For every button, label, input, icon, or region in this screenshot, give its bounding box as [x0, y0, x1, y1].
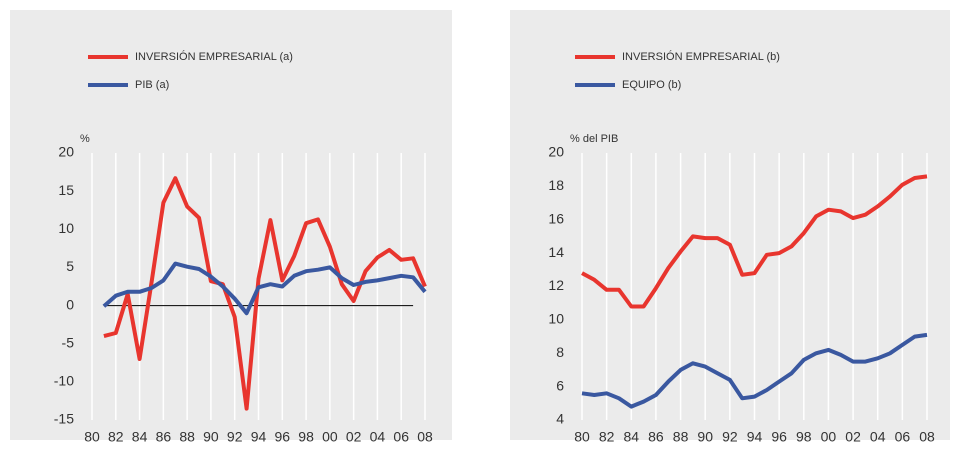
y-tick-label: -5 — [62, 334, 75, 350]
y-tick-label: 8 — [556, 344, 564, 360]
y-tick-label: 0 — [66, 296, 74, 312]
y-tick-label: -15 — [54, 411, 74, 427]
x-tick-label: 94 — [251, 429, 267, 445]
x-tick-label: 08 — [417, 429, 433, 445]
y-tick-label: 16 — [548, 210, 564, 226]
y-tick-label: 10 — [58, 220, 74, 236]
x-tick-label: 98 — [796, 429, 812, 445]
legend-label: EQUIPO (b) — [622, 79, 681, 91]
series-line — [103, 176, 427, 411]
series-line — [581, 174, 928, 309]
y-tick-label: 15 — [58, 182, 74, 198]
x-tick-label: 06 — [895, 429, 911, 445]
panel — [10, 10, 452, 440]
series-line — [581, 332, 928, 409]
y-axis-label: % del PIB — [570, 133, 618, 145]
y-tick-label: 20 — [58, 144, 74, 160]
x-tick-label: 04 — [370, 429, 386, 445]
x-tick-label: 80 — [84, 429, 100, 445]
y-tick-label: 20 — [548, 144, 564, 160]
x-tick-label: 92 — [722, 429, 738, 445]
y-tick-label: 12 — [548, 277, 564, 293]
y-tick-label: 4 — [556, 411, 564, 427]
y-axis-label: % — [80, 133, 90, 145]
y-tick-label: 14 — [548, 244, 564, 260]
x-tick-label: 86 — [648, 429, 664, 445]
x-tick-label: 84 — [623, 429, 639, 445]
x-tick-label: 00 — [821, 429, 837, 445]
x-tick-label: 80 — [574, 429, 590, 445]
legend-label: INVERSIÓN EMPRESARIAL (a) — [135, 50, 293, 63]
legend-label: PIB (a) — [135, 79, 169, 91]
x-tick-label: 94 — [747, 429, 763, 445]
x-tick-label: 02 — [845, 429, 861, 445]
x-tick-label: 96 — [771, 429, 787, 445]
y-tick-label: 18 — [548, 177, 564, 193]
x-tick-label: 82 — [108, 429, 124, 445]
y-tick-label: 5 — [66, 258, 74, 274]
x-tick-label: 84 — [132, 429, 148, 445]
x-tick-label: 08 — [919, 429, 935, 445]
x-tick-label: 86 — [156, 429, 172, 445]
x-tick-label: 00 — [322, 429, 338, 445]
x-tick-label: 92 — [227, 429, 243, 445]
x-tick-label: 90 — [697, 429, 713, 445]
legend-label: INVERSIÓN EMPRESARIAL (b) — [622, 50, 780, 63]
x-tick-label: 04 — [870, 429, 886, 445]
y-tick-label: -10 — [54, 373, 74, 389]
y-tick-label: 6 — [556, 377, 564, 393]
x-tick-label: 90 — [203, 429, 219, 445]
x-tick-label: 88 — [179, 429, 195, 445]
x-tick-label: 98 — [298, 429, 314, 445]
x-tick-label: 82 — [599, 429, 615, 445]
x-tick-label: 06 — [393, 429, 409, 445]
x-tick-label: 96 — [274, 429, 290, 445]
x-tick-label: 88 — [673, 429, 689, 445]
x-tick-label: 02 — [346, 429, 362, 445]
y-tick-label: 10 — [548, 311, 564, 327]
series-line — [102, 261, 427, 316]
